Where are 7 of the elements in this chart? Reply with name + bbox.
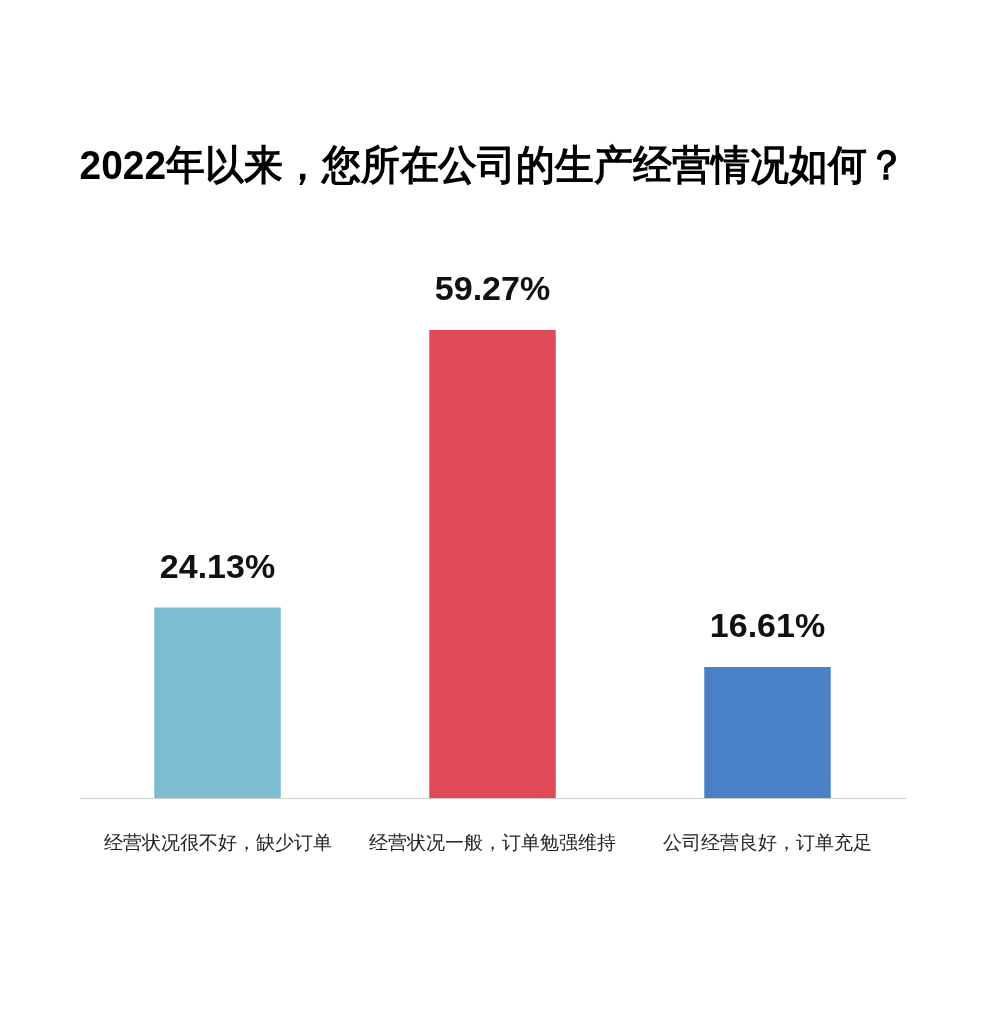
x-tick-label: 经营状况很不好，缺少订单: [103, 831, 332, 853]
data-label: 16.61%: [709, 605, 826, 644]
data-label: 59.27%: [434, 268, 551, 307]
x-tick-label: 经营状况一般，订单勉强维持: [369, 831, 616, 853]
x-tick-label: 公司经营良好，订单充足: [663, 831, 872, 853]
data-label: 24.13%: [159, 546, 276, 585]
chart-title: 2022年以来，您所在公司的生产经营情况如何？: [79, 141, 906, 188]
